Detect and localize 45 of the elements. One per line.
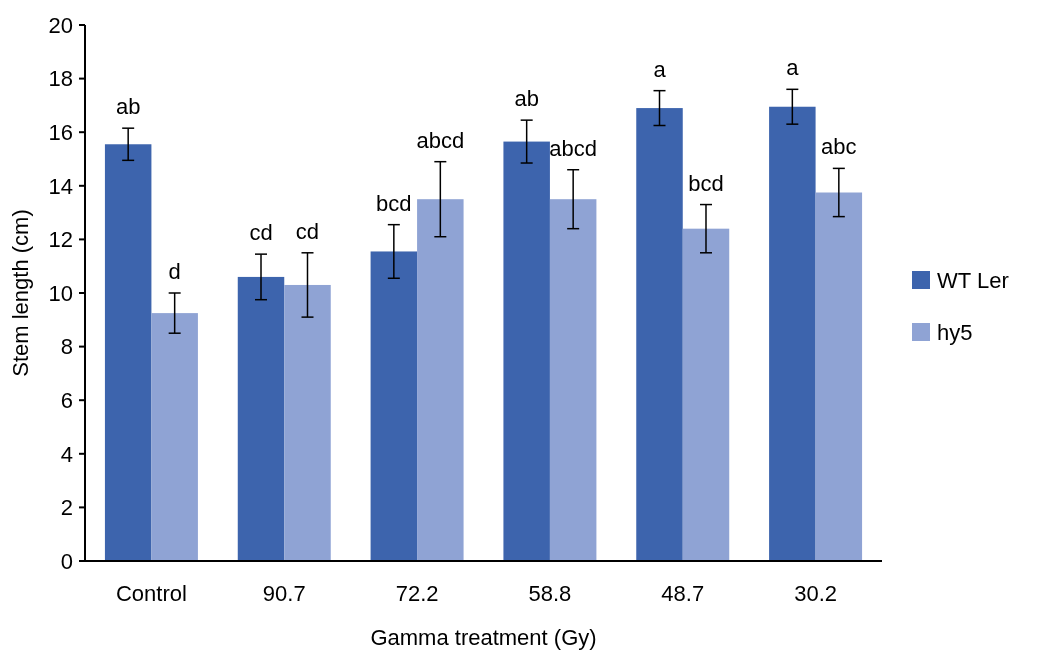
y-tick-label: 0 [60,548,73,574]
legend-label: hy5 [937,319,973,345]
annotation: cd [249,220,273,246]
annotation: bcd [688,170,724,196]
bar [370,251,418,561]
bar [104,144,152,561]
x-axis-title: Gamma treatment (Gy) [370,625,597,650]
y-tick-label: 10 [48,280,73,306]
annotation: abcd [549,135,598,161]
y-tick-label: 6 [60,387,73,413]
annotation: abcd [416,127,465,153]
y-tick-label: 2 [60,495,73,521]
bar [815,192,863,561]
y-tick-label: 18 [48,66,73,92]
bar [417,199,464,561]
annotation: abc [821,134,857,160]
y-tick-label: 12 [48,227,73,253]
bar [549,199,597,561]
y-axis-title: Stem length (cm) [8,209,33,377]
annotation: a [786,55,800,81]
annotation: bcd [376,190,412,216]
bar [503,141,550,561]
annotation: d [168,259,181,284]
bar [769,106,816,561]
x-tick-label: Control [115,581,187,606]
annotation: a [653,56,667,82]
bar [636,108,683,561]
x-tick-label: 90.7 [262,581,306,606]
y-tick-label: 16 [48,119,73,145]
x-tick-label: 58.8 [528,581,572,606]
bar [151,313,198,561]
annotation: cd [295,218,320,244]
x-tick-label: 48.7 [661,581,705,606]
annotation: ab [115,94,141,120]
legend-label: WT Ler [937,267,1009,293]
y-tick-label: 14 [48,173,73,199]
annotation: ab [514,86,539,112]
x-tick-label: 72.2 [395,581,439,606]
y-tick-label: 20 [48,12,73,38]
y-tick-label: 8 [60,334,73,360]
bar [682,228,730,561]
y-tick-label: 4 [60,441,73,467]
bar [237,276,285,561]
x-tick-label: 30.2 [794,581,837,606]
bar [284,284,331,561]
